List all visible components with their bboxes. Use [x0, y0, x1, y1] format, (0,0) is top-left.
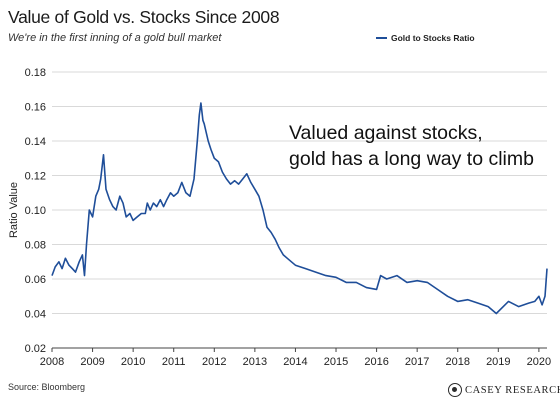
x-tick-label: 2020: [527, 356, 551, 368]
y-tick-label: 0.04: [25, 309, 46, 321]
x-axis-ticks: 2008 2009 2010 2011 2012 2013 2014 2015 2016 2017…: [40, 348, 551, 368]
y-tick-label: 0.16: [25, 102, 46, 114]
x-tick-label: 2008: [40, 356, 64, 368]
y-tick-label: 0.08: [25, 240, 46, 252]
chart-subtitle: We're in the first inning of a gold bull…: [8, 32, 222, 44]
chart-legend: Gold to Stocks Ratio: [376, 33, 475, 43]
x-tick-label: 2017: [405, 356, 429, 368]
annotation-line-1: Valued against stocks,: [289, 122, 483, 144]
series-line-gold-to-stocks-ratio: [51, 102, 548, 315]
y-axis-label: Ratio Value: [8, 182, 20, 238]
chart-annotation: Valued against stocks, gold has a long w…: [289, 120, 534, 172]
legend-swatch: [376, 37, 387, 39]
y-tick-label: 0.18: [25, 67, 46, 79]
x-tick-label: 2018: [445, 356, 469, 368]
annotation-line-2: gold has a long way to climb: [289, 148, 534, 170]
brand-name: CASEY RESEARCH: [465, 384, 560, 396]
casey-research-logo-icon: [448, 383, 462, 397]
x-tick-label: 2016: [364, 356, 388, 368]
legend-label: Gold to Stocks Ratio: [391, 33, 475, 43]
y-tick-label: 0.14: [25, 136, 46, 148]
x-tick-label: 2013: [243, 356, 267, 368]
x-tick-label: 2012: [202, 356, 226, 368]
x-tick-label: 2011: [162, 356, 186, 368]
x-tick-label: 2019: [486, 356, 510, 368]
y-axis-ticks: 0.02 0.04 0.06 0.08 0.10 0.12 0.14 0.16 0.18: [25, 67, 46, 355]
y-tick-label: 0.06: [25, 274, 46, 286]
y-tick-label: 0.12: [25, 171, 46, 183]
grid-lines: [52, 71, 547, 314]
x-tick-label: 2015: [324, 356, 348, 368]
x-tick-label: 2009: [80, 356, 104, 368]
x-tick-label: 2010: [121, 356, 145, 368]
y-tick-label: 0.10: [25, 205, 46, 217]
source-note: Source: Bloomberg: [8, 382, 86, 392]
series-layer: [51, 102, 548, 315]
y-tick-label: 0.02: [25, 343, 46, 355]
brand-logo: CASEY RESEARCH: [448, 383, 560, 397]
chart-title: Value of Gold vs. Stocks Since 2008: [8, 7, 280, 27]
x-tick-label: 2014: [283, 356, 307, 368]
